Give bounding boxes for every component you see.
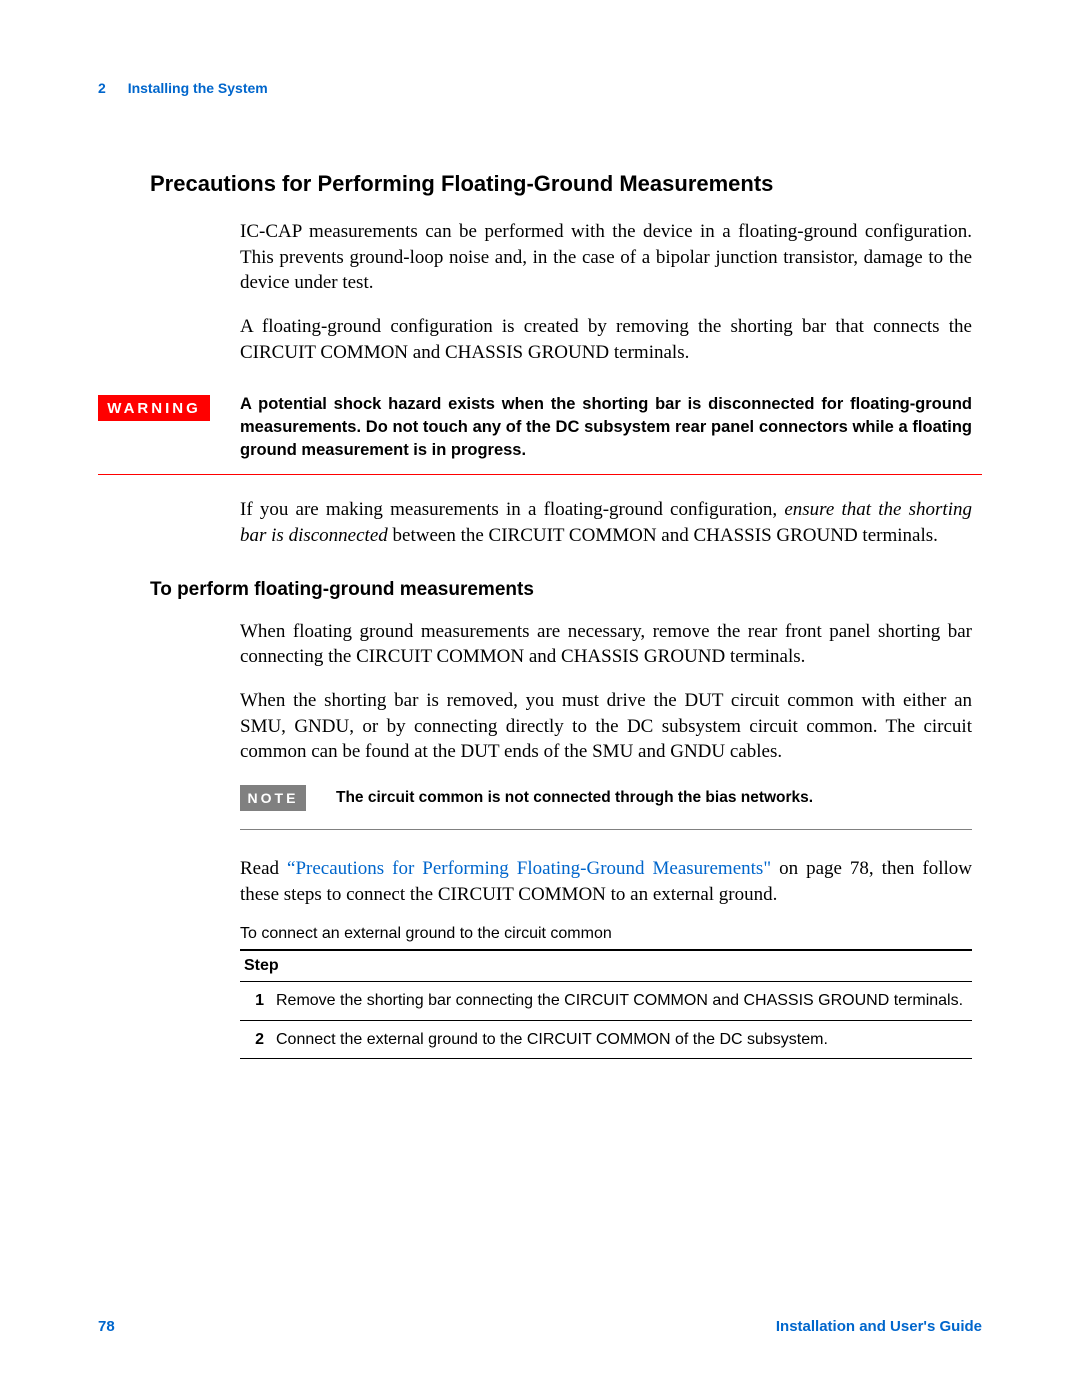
step-text: Connect the external ground to the CIRCU… xyxy=(272,1020,972,1059)
guide-title: Installation and User's Guide xyxy=(776,1318,982,1335)
warning-label: WARNING xyxy=(98,395,210,421)
step-text: Remove the shorting bar connecting the C… xyxy=(272,982,972,1021)
paragraph: A floating-ground configuration is creat… xyxy=(240,314,972,365)
note-text: The circuit common is not connected thro… xyxy=(336,789,813,807)
chapter-title: Installing the System xyxy=(128,80,268,96)
paragraph: When the shorting bar is removed, you mu… xyxy=(240,688,972,765)
step-number: 1 xyxy=(240,982,272,1021)
steps-table: Step 1 Remove the shorting bar connectin… xyxy=(240,949,972,1059)
table-header: Step xyxy=(240,950,972,982)
section2-body: When floating ground measurements are ne… xyxy=(240,619,972,1060)
warning-rule xyxy=(98,474,982,475)
text-run: between the CIRCUIT COMMON and CHASSIS G… xyxy=(388,525,938,546)
note-callout: NOTE The circuit common is not connected… xyxy=(240,785,972,811)
text-run: Read xyxy=(240,858,287,879)
chapter-number: 2 xyxy=(98,80,106,96)
step-number: 2 xyxy=(240,1020,272,1059)
paragraph: Read “Precautions for Performing Floatin… xyxy=(240,856,972,907)
paragraph: When floating ground measurements are ne… xyxy=(240,619,972,670)
text-run: If you are making measurements in a floa… xyxy=(240,499,784,520)
note-rule xyxy=(240,829,972,830)
chapter-header: 2 Installing the System xyxy=(98,80,982,96)
page-number: 78 xyxy=(98,1318,115,1335)
section1-body: IC-CAP measurements can be performed wit… xyxy=(240,219,972,365)
subsection-heading: To perform floating-ground measurements xyxy=(150,579,982,601)
section-heading: Precautions for Performing Floating-Grou… xyxy=(150,171,982,197)
paragraph: If you are making measurements in a floa… xyxy=(240,497,972,548)
page-footer: 78 Installation and User's Guide xyxy=(98,1318,982,1335)
table-caption: To connect an external ground to the cir… xyxy=(240,925,972,943)
after-warning-body: If you are making measurements in a floa… xyxy=(240,497,972,548)
page-container: 2 Installing the System Precautions for … xyxy=(0,0,1080,1397)
warning-text: A potential shock hazard exists when the… xyxy=(240,393,972,462)
note-label: NOTE xyxy=(240,785,306,811)
warning-callout: WARNING A potential shock hazard exists … xyxy=(98,393,982,462)
paragraph: IC-CAP measurements can be performed wit… xyxy=(240,219,972,296)
table-row: 1 Remove the shorting bar connecting the… xyxy=(240,982,972,1021)
cross-reference-link[interactable]: “Precautions for Performing Floating-Gro… xyxy=(287,858,771,879)
table-row: 2 Connect the external ground to the CIR… xyxy=(240,1020,972,1059)
